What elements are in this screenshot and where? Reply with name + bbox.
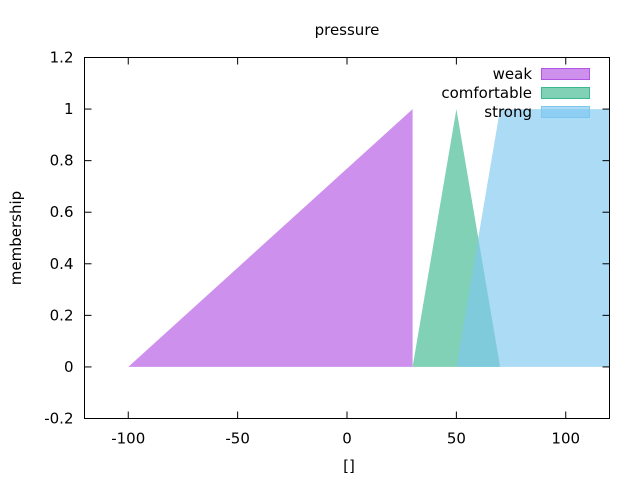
- y-tick-label: 0.8: [50, 152, 74, 170]
- legend-swatch-strong: [541, 106, 590, 118]
- legend-swatch-comfortable: [541, 87, 590, 99]
- series-area-weak: [128, 109, 413, 367]
- x-tick-label: 50: [447, 430, 466, 448]
- series-area-strong: [456, 109, 610, 367]
- x-axis-label: []: [343, 457, 355, 475]
- y-tick-label: 0.2: [50, 306, 74, 324]
- chart-title: pressure: [315, 21, 380, 39]
- y-tick-label: -0.2: [44, 410, 73, 428]
- y-axis-label: membership: [7, 191, 25, 285]
- x-tick-label: -50: [225, 430, 250, 448]
- legend-swatch-weak: [541, 68, 590, 80]
- y-tick-label: 0.6: [50, 203, 74, 221]
- x-tick-label: -100: [111, 430, 145, 448]
- y-tick-label: 1: [64, 100, 74, 118]
- series-layer: [128, 109, 610, 367]
- x-tick-label: 100: [551, 430, 580, 448]
- legend-label-weak: weak: [493, 65, 533, 83]
- ticks-layer: -0.2 0 0.2 0.4 0.6 0.8 1 1.2 -100 -50 0 50 100: [44, 49, 610, 448]
- y-tick-label: 1.2: [50, 49, 74, 67]
- y-tick-label: 0.4: [50, 255, 74, 273]
- x-tick-label: 0: [342, 430, 352, 448]
- legend-label-comfortable: comfortable: [441, 84, 532, 102]
- y-tick-label: 0: [64, 358, 74, 376]
- legend-label-strong: strong: [484, 103, 532, 121]
